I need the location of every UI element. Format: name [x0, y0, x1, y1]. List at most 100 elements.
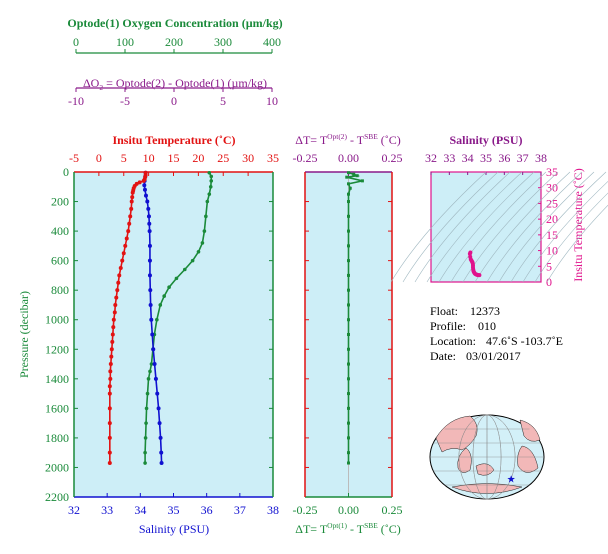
salinity-series	[142, 170, 164, 466]
temperature-series-point	[123, 243, 128, 248]
ts-salinity-tick-label: 33	[443, 151, 455, 165]
temperature-series-point	[116, 280, 121, 285]
salinity-series-point	[147, 243, 152, 248]
salinity-series-point	[143, 193, 148, 198]
temperature-series-point	[112, 310, 117, 315]
ts-salinity-tick-label: 35	[480, 151, 492, 165]
ts-salinity-tick-label: 32	[425, 151, 437, 165]
ts-salinity-title: Salinity (PSU)	[449, 133, 522, 147]
oxygen-series-point	[202, 229, 207, 233]
temperature-series-point	[110, 332, 115, 337]
delta-t-point	[347, 392, 350, 396]
temperature-series-point	[117, 273, 122, 278]
temperature-series-point	[130, 195, 135, 200]
ts-contour-line	[498, 171, 595, 283]
map-landmass	[475, 463, 495, 476]
delta-o2-axis-title: ΔO2 = Optode(2) - Optode(1) (µm/kg)	[83, 76, 267, 92]
temperature-tick-label: 25	[217, 151, 229, 165]
delta-o2-axis-tick-label: 5	[220, 94, 226, 108]
pressure-tick-label: 200	[51, 195, 69, 209]
profile-background	[74, 172, 273, 497]
oxygen-series-point	[204, 214, 208, 219]
delta-t-top-title: ΔT= TOpt(2) - TSBE (˚C)	[295, 132, 401, 147]
pressure-tick-label: 600	[51, 254, 69, 268]
salinity-series-point	[155, 391, 160, 396]
salinity-series-point	[157, 421, 162, 426]
oxygen-series-point	[200, 241, 205, 245]
salinity-series-point	[156, 406, 161, 411]
oxygen-series-point	[148, 369, 152, 374]
ts-temp-tick-label: 20	[546, 212, 558, 226]
top-axes: Optode(1) Oxygen Concentration (µm/kg) 0 1…	[67, 16, 282, 108]
ts-salinity-tick-label: 34	[462, 151, 474, 165]
salinity-tick-label: 32	[68, 503, 80, 517]
map-float-marker	[507, 475, 515, 483]
pressure-tick-label: 1600	[45, 401, 69, 415]
pressure-tick-label: 0	[63, 165, 69, 179]
oxygen-axis-tick-label: 300	[214, 35, 232, 49]
ts-contour-line	[510, 171, 607, 283]
temperature-series-point	[110, 339, 115, 344]
ts-salinity-tick-label: 38	[535, 151, 547, 165]
delta-t-point	[347, 318, 350, 322]
salinity-series-point	[158, 435, 163, 440]
temperature-tick-label: 10	[143, 151, 155, 165]
delta-t-point	[347, 244, 350, 248]
delta-t-point	[347, 288, 350, 292]
oxygen-series-line	[144, 172, 213, 464]
salinity-series-point	[151, 347, 156, 352]
profile-value: 010	[478, 319, 496, 333]
delta-o2-axis-tick-label: 10	[266, 94, 278, 108]
salinity-tick-label: 35	[168, 503, 180, 517]
temperature-series-point	[127, 221, 132, 226]
oxygen-series-point	[208, 184, 213, 189]
delta-top-tick-label: 0.00	[338, 151, 359, 165]
oxygen-series	[143, 170, 214, 465]
salinity-series-point	[149, 317, 154, 322]
delta-t-point	[347, 333, 350, 336]
salinity-series-point	[152, 362, 157, 367]
delta-t-point	[347, 214, 350, 218]
temperature-axis-title: Insitu Temperature (˚C)	[112, 133, 235, 147]
oxygen-axis-tick-label: 200	[165, 35, 183, 49]
delta-t-point	[347, 259, 350, 263]
temperature-series-point	[115, 288, 120, 293]
pressure-tick-label: 2000	[45, 460, 69, 474]
float-label: Float:	[430, 304, 458, 318]
salinity-series-point	[147, 273, 152, 278]
location-value: 47.6˚S -103.7˚E	[486, 334, 563, 348]
delta-t-point	[347, 436, 350, 440]
date-label: Date:	[430, 349, 456, 363]
temperature-series-point	[109, 354, 114, 359]
ts-contour-line	[534, 192, 608, 283]
salinity-series-point	[159, 461, 164, 466]
salinity-axis-title: Salinity (PSU)	[139, 522, 209, 536]
ts-salinity-tick-label: 36	[498, 151, 510, 165]
salinity-tick-label: 33	[101, 503, 113, 517]
temperature-series-point	[121, 251, 126, 256]
delta-t-point	[347, 273, 350, 277]
ts-panel: Salinity (PSU)32 33 34 35 36 37 38051015202530…	[390, 133, 608, 289]
temperature-tick-label: 30	[242, 151, 254, 165]
profile-panel: Insitu Temperature (˚C)-5 0 5 10 15 20 25 30 353…	[17, 133, 279, 536]
temperature-series-point	[109, 347, 114, 352]
oxygen-series-point	[144, 421, 148, 425]
temperature-series-point	[113, 302, 118, 307]
temperature-series-point	[107, 384, 112, 389]
temperature-tick-label: 35	[267, 151, 279, 165]
delta-o2-axis-tick-label: -10	[68, 94, 84, 108]
oxygen-series-point	[143, 461, 147, 465]
salinity-tick-label: 37	[234, 503, 246, 517]
delta-t-point	[347, 451, 350, 455]
delta-t-point	[348, 186, 352, 190]
location-label: Location:	[430, 334, 476, 348]
ts-temp-tick-label: 15	[546, 228, 558, 242]
ts-temp-tick-label: 10	[546, 244, 558, 258]
temperature-series-point	[107, 391, 112, 396]
ts-contour-line	[390, 171, 487, 283]
pressure-tick-label: 1800	[45, 431, 69, 445]
pressure-tick-label: 1200	[45, 342, 69, 356]
ts-series	[467, 250, 482, 278]
ts-point	[477, 273, 482, 278]
